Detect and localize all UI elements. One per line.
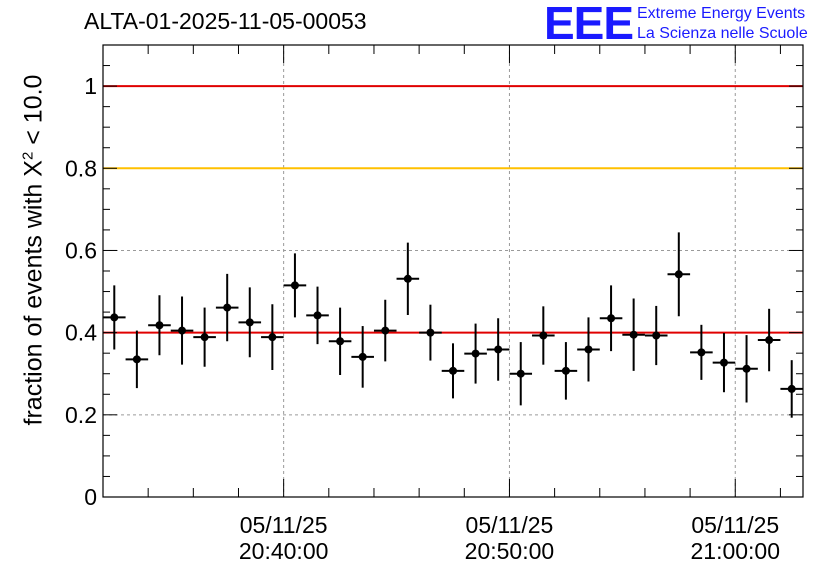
data-point-14 [419, 304, 442, 361]
data-point-15 [441, 343, 465, 399]
data-point-21 [577, 317, 600, 382]
data-point-26 [690, 324, 713, 380]
marker-29 [765, 336, 774, 345]
data-point-11 [351, 326, 374, 388]
marker-14 [426, 328, 435, 337]
y-tick-label-3: 0.6 [65, 237, 97, 263]
plot-frame [102, 44, 804, 498]
marker-0 [110, 313, 119, 322]
y-axis-label-sup: 2 [19, 151, 37, 161]
data-point-9 [306, 286, 329, 345]
y-axis-label-suffix: < 10.0 [19, 74, 48, 152]
eee-logo: EEE [544, 0, 634, 49]
data-point-20 [554, 342, 578, 400]
y-axis-label-symbol: X [19, 160, 48, 177]
data-point-30 [780, 360, 803, 418]
marker-11 [358, 352, 367, 361]
x-tick-label-time-0: 20:40:00 [239, 538, 329, 564]
data-point-4 [193, 307, 216, 367]
data-point-18 [509, 342, 533, 406]
marker-20 [561, 366, 570, 375]
data-point-16 [464, 323, 487, 384]
x-tick-label-time-1: 20:50:00 [465, 538, 555, 564]
data-point-27 [712, 333, 736, 393]
y-tick-label-5: 1 [84, 73, 97, 99]
marker-21 [584, 345, 593, 354]
data-point-2 [148, 295, 171, 356]
x-tick-label-date-0: 05/11/25 [240, 512, 328, 538]
marker-22 [607, 314, 616, 323]
x-tick-label-time-2: 21:00:00 [690, 538, 780, 564]
marker-17 [494, 345, 503, 354]
marker-28 [742, 364, 751, 373]
marker-23 [629, 330, 638, 339]
y-axis-label: fraction of events with X2 < 10.0 [19, 75, 48, 426]
marker-9 [313, 311, 322, 320]
data-point-5 [215, 273, 239, 342]
marker-27 [719, 358, 728, 367]
chart-title: ALTA-01-2025-11-05-00053 [84, 8, 367, 34]
data-point-19 [532, 306, 555, 365]
data-point-1 [125, 330, 149, 389]
data-point-6 [238, 287, 262, 358]
data-point-29 [757, 308, 781, 372]
x-tick-label-date-2: 05/11/25 [691, 512, 779, 538]
marker-5 [223, 303, 232, 312]
marker-18 [516, 369, 525, 378]
y-tick-label-1: 0.2 [65, 402, 97, 428]
data-point-0 [103, 285, 126, 350]
marker-7 [268, 333, 277, 342]
marker-10 [336, 337, 345, 346]
logo-caption-line1: Extreme Energy Events [637, 5, 806, 22]
marker-2 [155, 321, 164, 330]
marker-19 [539, 331, 548, 340]
data-point-24 [644, 305, 668, 366]
y-tick-label-4: 0.8 [65, 155, 97, 181]
y-tick-label-0: 0 [84, 484, 97, 510]
marker-16 [471, 349, 480, 358]
marker-13 [403, 274, 412, 283]
x-tick-label-date-1: 05/11/25 [466, 512, 554, 538]
logo-caption: Extreme Energy Events La Scienza nelle S… [637, 4, 808, 44]
data-point-17 [486, 318, 510, 381]
marker-12 [381, 326, 390, 335]
data-point-28 [735, 335, 758, 403]
data-point-10 [328, 307, 352, 375]
data-point-8 [283, 253, 307, 318]
marker-30 [787, 384, 796, 393]
y-tick-label-2: 0.4 [65, 320, 97, 346]
marker-15 [449, 366, 457, 375]
marker-4 [200, 333, 209, 342]
data-point-3 [170, 296, 194, 365]
data-point-12 [373, 299, 397, 362]
logo-caption-line2: La Scienza nelle Scuole [637, 25, 808, 42]
marker-1 [132, 355, 141, 364]
data-point-7 [261, 304, 284, 371]
marker-8 [290, 281, 299, 290]
data-point-13 [396, 242, 420, 315]
marker-24 [652, 331, 661, 340]
marker-6 [245, 318, 254, 327]
data-point-22 [599, 285, 623, 352]
data-point-23 [622, 298, 645, 371]
marker-26 [697, 348, 706, 357]
marker-3 [178, 326, 187, 335]
data-point-25 [667, 232, 691, 317]
y-axis-label-prefix: fraction of events with [19, 176, 48, 426]
marker-25 [674, 270, 683, 279]
